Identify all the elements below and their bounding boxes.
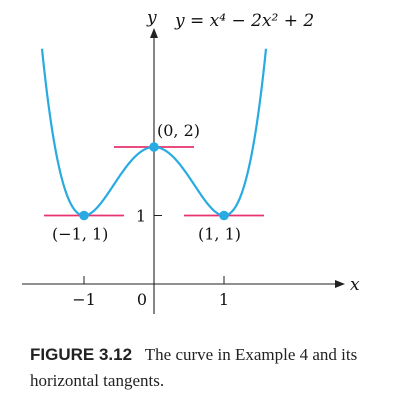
y-axis-arrow xyxy=(150,28,158,38)
point-label-2: (1, 1) xyxy=(198,225,241,244)
chart-title: y = x⁴ − 2x² + 2 xyxy=(174,11,314,31)
point-marker-2 xyxy=(219,210,229,221)
x-tick-label: 1 xyxy=(219,290,229,309)
x-tick-label: −1 xyxy=(72,290,96,309)
labels: −1 0 1 1 x y y = x⁴ − 2x² + 2 (−1, 1) (0, 2) (1, … xyxy=(52,8,360,309)
point-label-1: (0, 2) xyxy=(157,121,200,140)
chart: −1 0 1 1 x y y = x⁴ − 2x² + 2 (−1, 1) (0, 2) (1, … xyxy=(22,8,360,314)
figure-label: FIGURE 3.12 xyxy=(30,345,133,364)
x-axis-label: x xyxy=(350,275,360,295)
y-axis-label: y xyxy=(146,8,157,28)
point-marker-1 xyxy=(149,142,159,152)
point-label-0: (−1, 1) xyxy=(52,225,108,244)
axes xyxy=(22,28,345,314)
critical-points xyxy=(79,142,229,221)
y-tick-label: 1 xyxy=(136,207,146,226)
caption-text: The curve in Example 4 and its horizonta… xyxy=(30,345,358,390)
point-marker-0 xyxy=(79,210,89,221)
x-tick-label: 0 xyxy=(137,290,147,309)
x-axis-arrow xyxy=(335,280,345,288)
figure-caption: FIGURE 3.12 The curve in Example 4 and i… xyxy=(30,342,398,394)
